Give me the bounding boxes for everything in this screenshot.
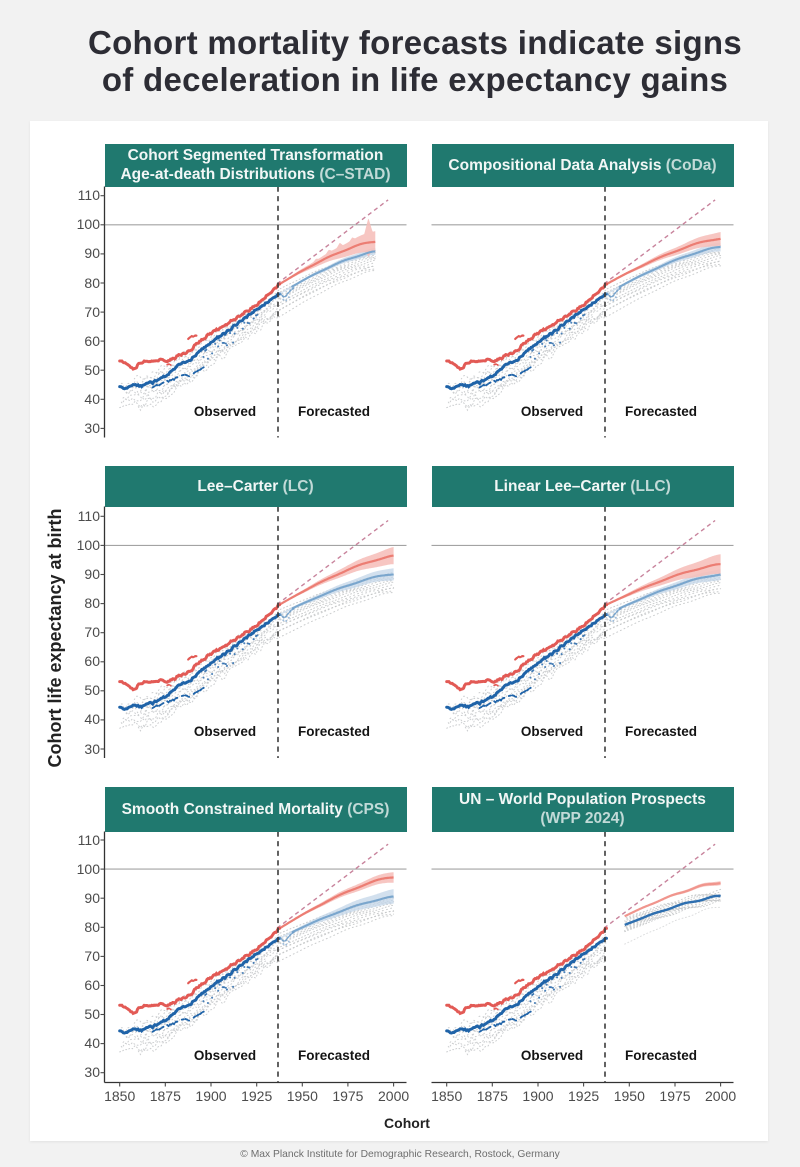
svg-text:Cohort life expectancy at birt: Cohort life expectancy at birth: [45, 508, 65, 767]
